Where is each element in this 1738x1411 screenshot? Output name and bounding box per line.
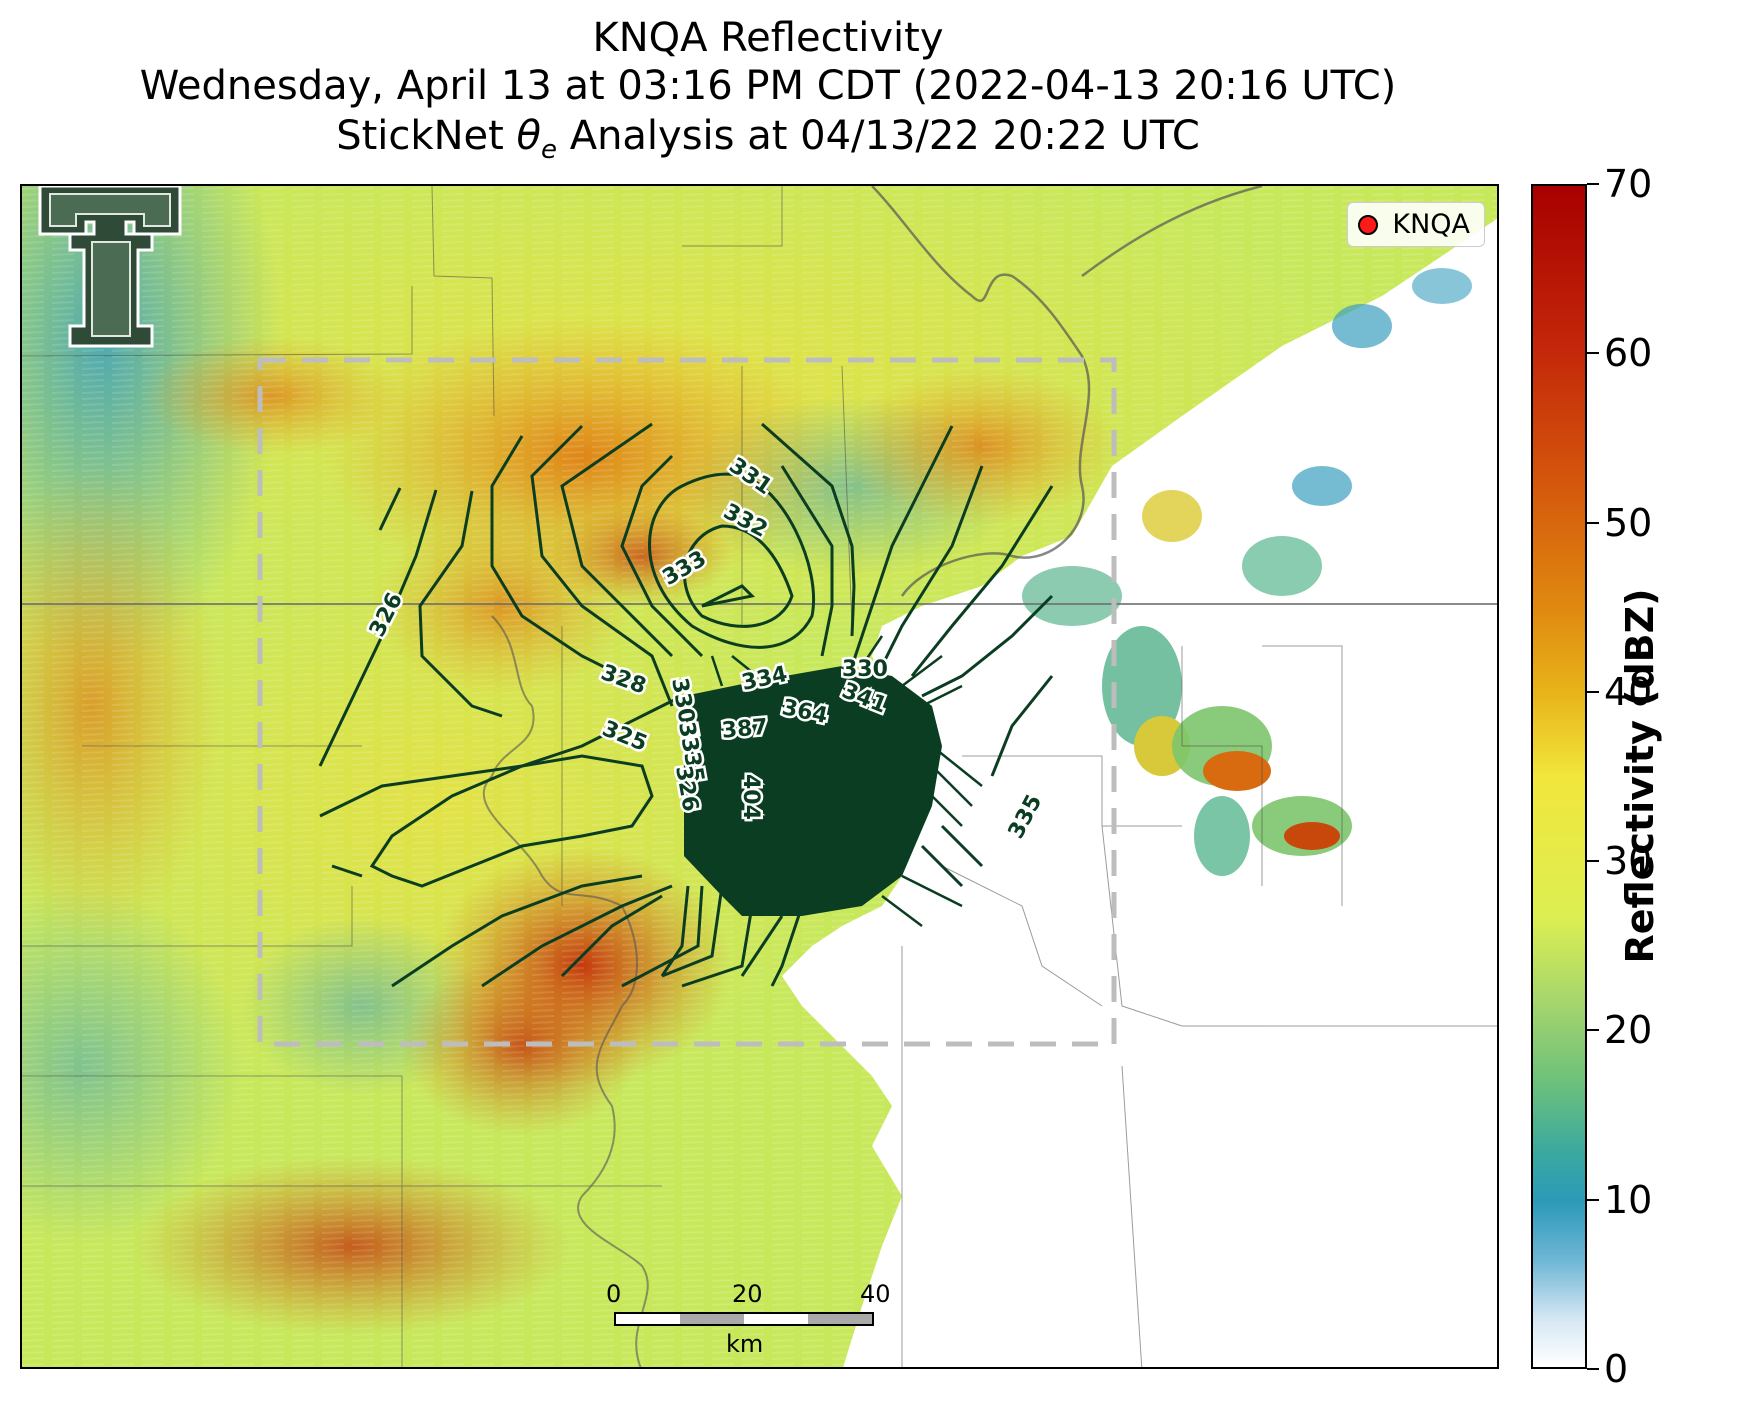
contour-label: 404 [738,774,763,820]
contour-label: 330 [842,657,888,682]
scale-tick-0: 0 [606,1280,622,1308]
colorbar-tick-label: 60 [1604,331,1653,376]
colorbar-tick-label: 70 [1604,162,1653,206]
river-south [483,615,649,1367]
colorbar-tick [1587,1029,1599,1032]
analysis-domain-box [257,357,1117,1047]
legend-label: KNQA [1392,209,1470,240]
colorbar-tick-label: 10 [1604,1177,1653,1222]
river [871,186,1263,597]
colorbar-tick [1587,183,1599,185]
scale-tick-40: 40 [860,1280,891,1308]
reflectivity-colorbar [1531,184,1587,1369]
colorbar-tick [1587,1368,1599,1370]
scale-unit: km [726,1330,764,1358]
colorbar-label: Reflectivity (dBZ) [1618,588,1662,964]
radar-site-marker [1358,214,1379,235]
colorbar-tick-label: 20 [1604,1008,1653,1053]
title-line-1: KNQA Reflectivity [592,15,944,61]
colorbar-tick [1587,1198,1599,1201]
colorbar-tick [1587,352,1599,355]
scattered-cells-east [1022,268,1472,876]
colorbar-tick-label: 30 [1604,839,1653,884]
colorbar-tick [1587,860,1599,863]
title-line-2: Wednesday, April 13 at 03:16 PM CDT (202… [139,63,1397,109]
radar-map[interactable]: 326 328 325 331 332 333 334 330 341 364 … [20,184,1499,1369]
contour-fan [710,635,983,927]
dense-contour-cluster [684,666,942,916]
county-boundaries [22,186,1497,1367]
contour-label: 387 [721,715,769,744]
colorbar-tick [1587,690,1599,693]
colorbar-tick-label: 0 [1604,1347,1629,1391]
theta-e-contours [318,422,1054,988]
title-line-3: StickNet θe Analysis at 04/13/22 20:22 U… [336,113,1200,165]
scale-tick-20: 20 [732,1280,763,1308]
colorbar-tick [1587,521,1599,524]
radar-map-svg: 326 328 325 331 332 333 334 330 341 364 … [22,186,1497,1367]
map-legend: KNQA [1347,202,1485,247]
texas-tech-double-t-logo [38,186,182,348]
colorbar-tick-label: 50 [1604,500,1653,545]
colorbar-tick-label: 40 [1604,669,1653,714]
